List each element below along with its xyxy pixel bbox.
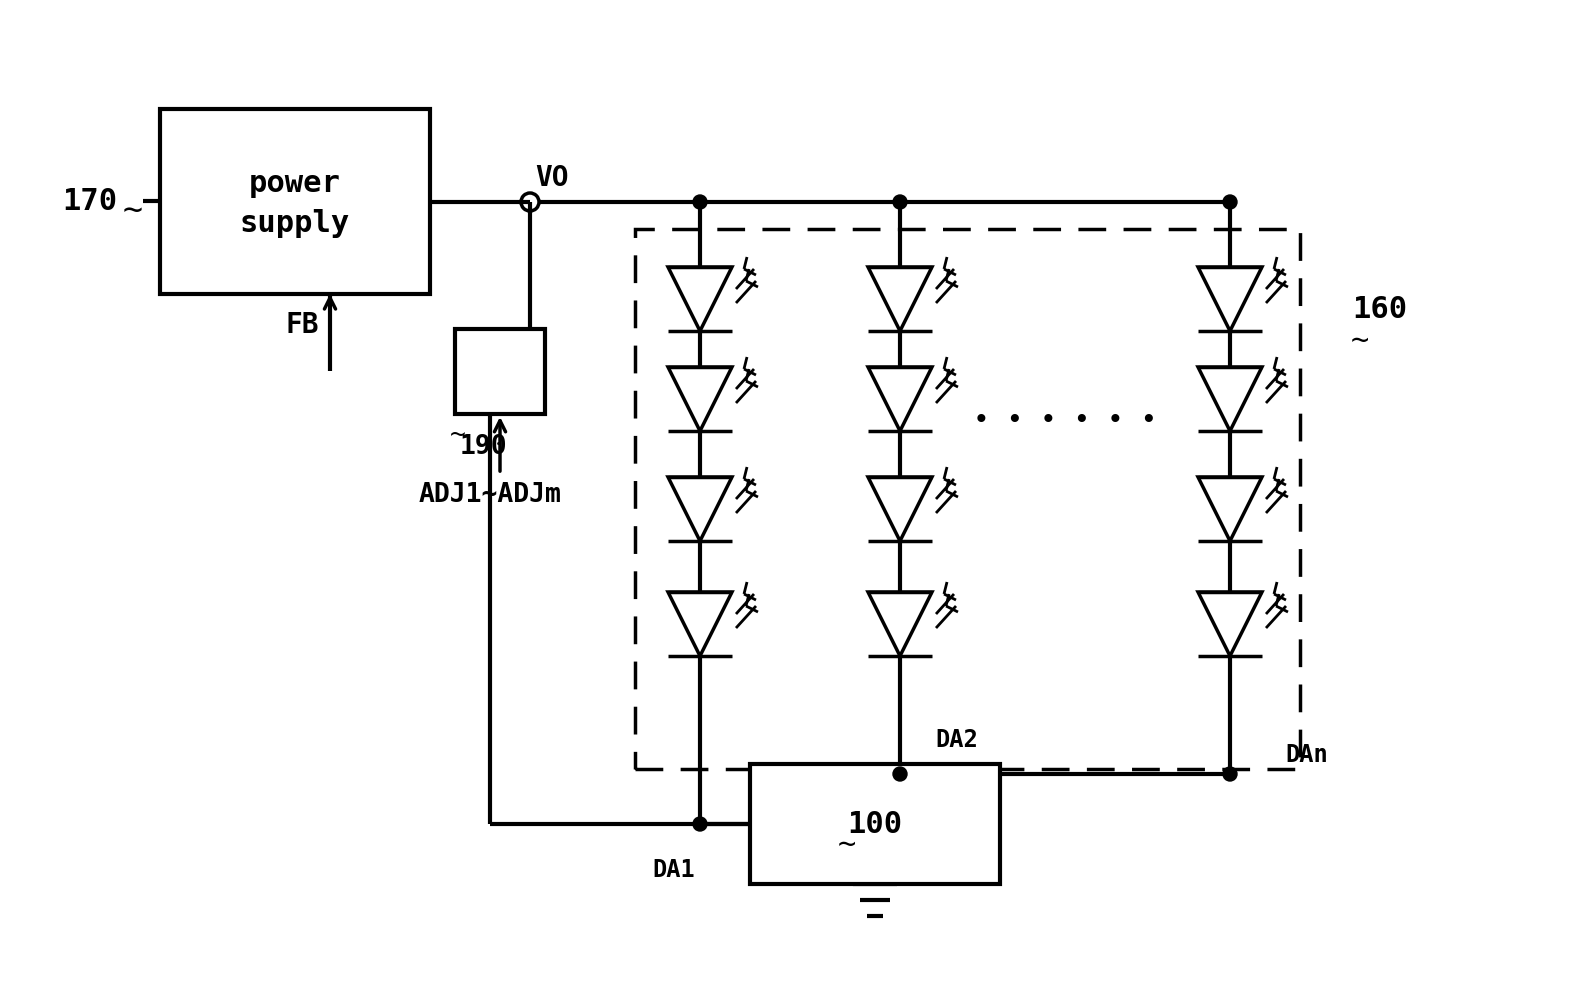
Text: ~: ~ [1350, 325, 1369, 354]
Circle shape [1224, 196, 1236, 210]
Text: 170: 170 [63, 188, 117, 217]
Bar [750, 764, 1000, 884]
Text: ~: ~ [123, 194, 144, 227]
Text: • • • • • •: • • • • • • [973, 405, 1157, 433]
Text: DAn: DAn [1285, 742, 1328, 766]
Text: 160: 160 [1353, 295, 1407, 324]
Text: ADJ1~ADJm: ADJ1~ADJm [418, 481, 562, 508]
Circle shape [1224, 767, 1236, 781]
Text: ~: ~ [450, 421, 466, 447]
Bar [635, 230, 1300, 769]
Text: supply: supply [240, 210, 351, 239]
Text: ~: ~ [838, 829, 856, 859]
Text: 100: 100 [848, 809, 903, 839]
Text: DA1: DA1 [652, 858, 695, 881]
Text: power: power [249, 170, 341, 199]
Text: FB: FB [284, 311, 319, 339]
Bar [159, 110, 429, 295]
Text: DA2: DA2 [935, 727, 977, 751]
Circle shape [693, 817, 707, 831]
Bar [455, 330, 545, 414]
Text: VO: VO [535, 163, 568, 192]
Text: 190: 190 [459, 433, 507, 459]
Circle shape [894, 196, 906, 210]
Circle shape [894, 767, 906, 781]
Circle shape [693, 196, 707, 210]
